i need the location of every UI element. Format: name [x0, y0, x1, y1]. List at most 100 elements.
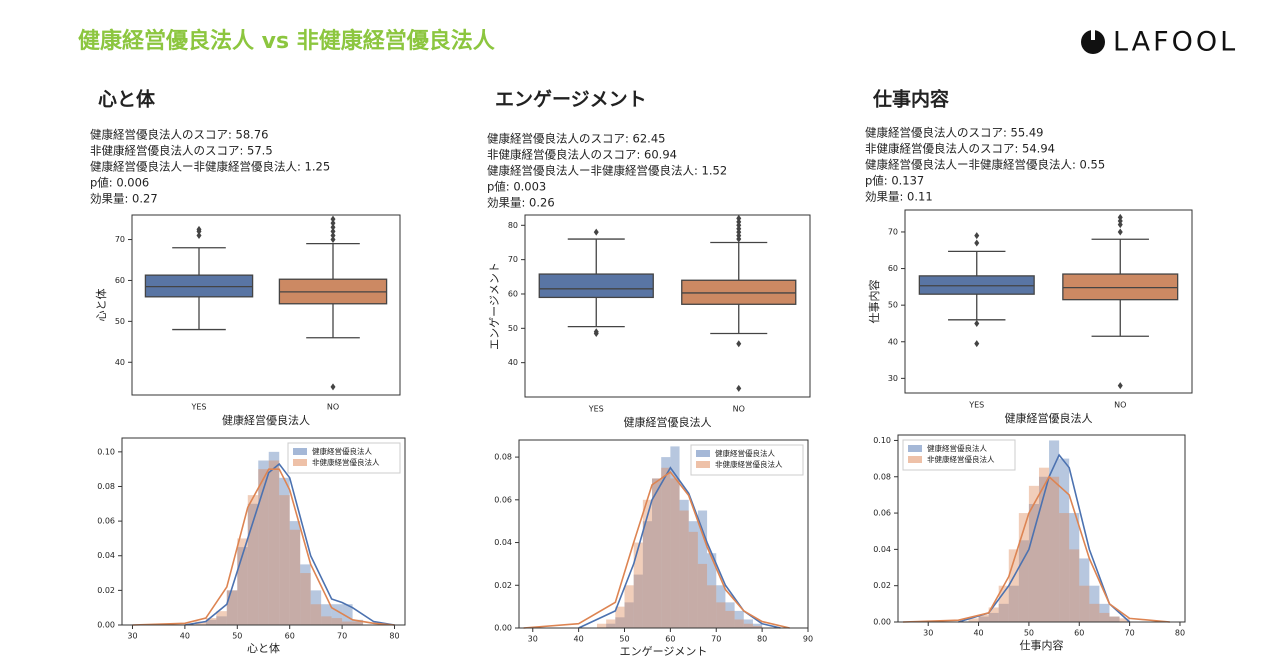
x-tick-label: 30 — [127, 632, 137, 641]
hist-bar — [1059, 458, 1070, 622]
y-tick-label: 40 — [115, 358, 125, 367]
y-axis-label: 心と体 — [94, 289, 108, 322]
y-tick-label: 70 — [115, 235, 125, 244]
x-tick-label: 30 — [528, 635, 538, 644]
x-tick-label: NO — [733, 405, 745, 414]
stat-line: 効果量: 0.27 — [90, 192, 158, 206]
hist-bar — [268, 451, 280, 625]
flier — [974, 232, 980, 240]
flier — [330, 383, 336, 391]
x-tick-label: 30 — [923, 629, 933, 638]
legend-swatch — [696, 461, 710, 468]
hist-bar — [697, 563, 708, 628]
x-axis-label: 心と体 — [247, 641, 280, 655]
y-tick-label: 0.06 — [494, 495, 512, 504]
hist-bar — [237, 547, 248, 625]
plot-frame — [524, 214, 811, 398]
legend-label: 非健康経営優良法人 — [312, 457, 380, 467]
hist-bar — [1049, 476, 1060, 622]
kde-line — [184, 462, 395, 626]
x-tick-label: 70 — [337, 632, 347, 641]
hist-bar — [642, 499, 653, 628]
hist-bar — [988, 607, 999, 622]
hist-bar — [300, 564, 311, 625]
flier — [974, 239, 980, 247]
x-tick-label: 80 — [1175, 629, 1185, 638]
hist-bar — [205, 618, 217, 625]
hist-bar — [1049, 440, 1060, 622]
y-tick-label: 80 — [508, 221, 518, 230]
stat-line: 非健康経営優良法人のスコア: 60.94 — [487, 148, 677, 162]
chart: 0.00 0.02 0.04 0.06 0.08 30 40 50 60 70 80 90 健康経営優良… — [494, 439, 813, 658]
legend-label: 健康経営優良法人 — [312, 446, 372, 456]
flier — [330, 227, 336, 235]
kde-line — [132, 468, 395, 626]
flier — [1117, 213, 1123, 221]
x-tick-label: 40 — [574, 635, 584, 644]
flier — [736, 384, 742, 392]
hist-bar — [279, 477, 290, 625]
hist-bar — [596, 623, 607, 628]
hist-bar — [670, 446, 680, 628]
hist-bar — [734, 610, 744, 628]
hist-bar — [226, 590, 238, 625]
x-tick-label: 40 — [180, 632, 190, 641]
hist-bar — [734, 619, 744, 628]
hist-bar — [978, 616, 989, 622]
flier — [736, 214, 742, 222]
x-tick-label: 40 — [973, 629, 983, 638]
hist-bar — [1008, 585, 1019, 622]
hist-bar — [670, 478, 680, 628]
flier — [1117, 228, 1123, 236]
hist-bar — [725, 602, 735, 628]
hist-bar — [247, 503, 259, 625]
chart: 30 40 50 60 70 YES NO 健康経営優良法人 仕事内容 — [867, 209, 1193, 425]
plot-frame — [897, 434, 1186, 623]
x-tick-label: 50 — [619, 635, 629, 644]
y-tick-label: 0.00 — [97, 621, 115, 630]
hist-bar — [679, 499, 689, 628]
flier — [593, 329, 599, 337]
hist-bar — [321, 604, 332, 625]
x-axis-label: 健康経営優良法人 — [222, 413, 310, 427]
chart: 40 50 60 70 80 YES NO 健康経営優良法人 エンゲージメント — [488, 214, 811, 429]
stat-line: p値: 0.137 — [865, 174, 924, 188]
hist-bar — [978, 614, 989, 622]
hist-bar — [352, 619, 364, 625]
y-tick-label: 0.10 — [873, 436, 891, 445]
hist-bar — [707, 553, 717, 628]
hist-bar — [289, 521, 301, 625]
hist-bar — [633, 574, 643, 628]
x-axis-label: エンゲージメント — [620, 645, 708, 658]
x-tick-label: 70 — [711, 635, 721, 644]
hist-bar — [697, 510, 708, 628]
flier — [196, 225, 202, 233]
hist-bar — [1038, 467, 1050, 622]
y-tick-label: 30 — [888, 374, 898, 383]
hist-bar — [661, 457, 671, 628]
kde-line — [523, 470, 790, 629]
hist-bar — [1069, 549, 1080, 622]
y-tick-label: 0.10 — [97, 447, 115, 456]
chart: 0.00 0.02 0.04 0.06 0.08 0.10 30 40 50 60 70 80 健康経営… — [97, 437, 406, 655]
stat-line: p値: 0.006 — [90, 176, 149, 190]
hist-bar — [331, 604, 343, 625]
hist-bar — [624, 602, 634, 628]
flier — [330, 236, 336, 244]
hist-bar — [1109, 616, 1120, 622]
legend-swatch — [696, 450, 710, 457]
stat-line: 健康経営優良法人ー非健康経営優良法人: 1.52 — [487, 164, 727, 178]
hist-bar — [1018, 513, 1029, 622]
panel-heading: エンゲージメント — [495, 89, 647, 111]
x-tick-label: NO — [327, 403, 339, 412]
chart: 40 50 60 70 YES NO 健康経営優良法人 心と体 — [94, 214, 401, 427]
hist-bar — [1089, 603, 1100, 622]
x-axis-label: 仕事内容 — [1020, 638, 1064, 652]
y-axis-label: エンゲージメント — [488, 262, 501, 350]
plot-frame — [121, 437, 406, 626]
y-tick-label: 0.04 — [494, 538, 512, 547]
flier — [974, 319, 980, 327]
flier — [1117, 217, 1123, 225]
hist-bar — [216, 616, 227, 625]
hist-bar — [321, 616, 332, 625]
